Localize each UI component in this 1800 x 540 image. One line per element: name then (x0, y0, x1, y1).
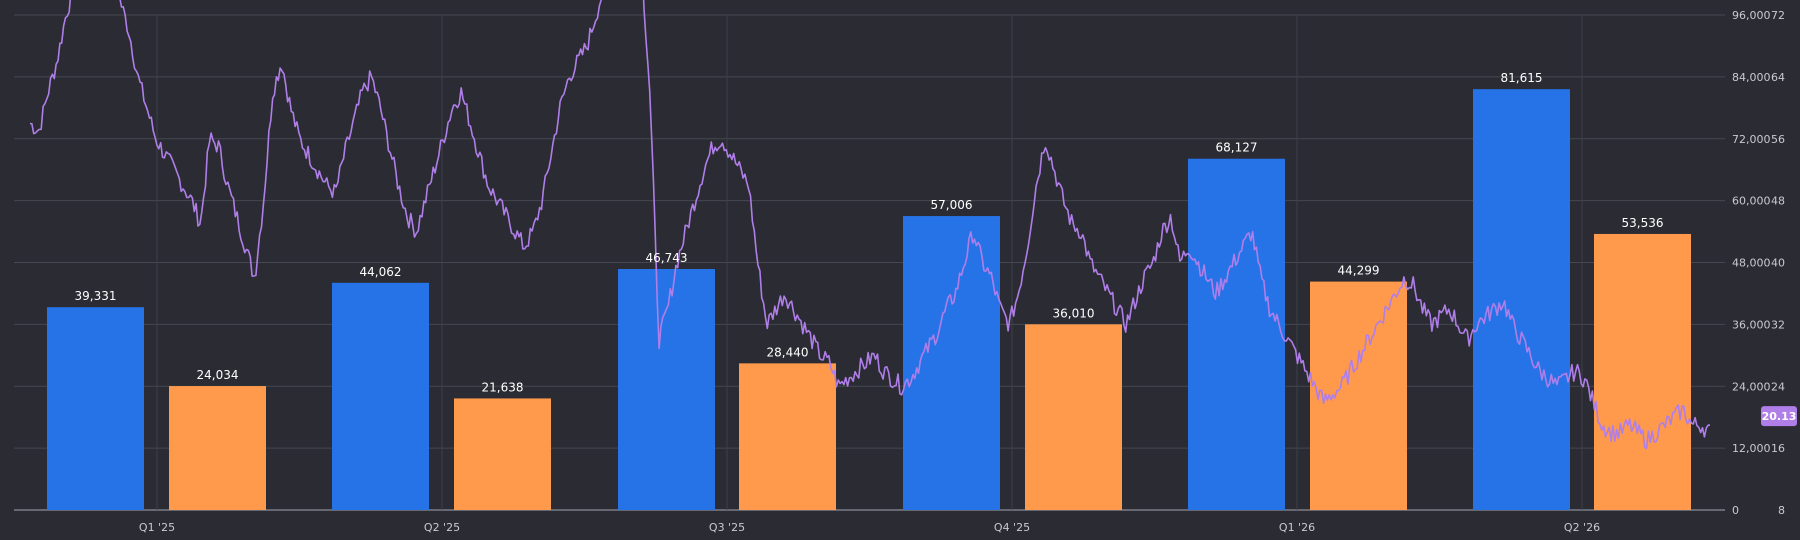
y-left-tick-label: 36,000 (1732, 318, 1771, 331)
y-right-tick-label: 32 (1771, 318, 1785, 331)
y-right-tick-label: 8 (1778, 504, 1785, 517)
price-line-layer (29, 0, 1711, 450)
bar-value-label: 36,010 (1053, 306, 1095, 320)
y-left-tick-label: 96,000 (1732, 9, 1771, 22)
y-left-tick-label: 0 (1732, 504, 1739, 517)
bars-group (47, 89, 1691, 510)
y-left-tick-label: 24,000 (1732, 380, 1771, 393)
x-tick-label: Q1 '26 (1279, 521, 1315, 534)
data-labels-group: 39,331 24,034 44,062 21,638 46,743 28,440 57,0… (75, 71, 1664, 394)
bar-value-label: 28,440 (767, 345, 809, 359)
price-line (29, 0, 1711, 450)
y-right-tick-label: 48 (1771, 195, 1785, 208)
x-tick-label: Q4 '25 (994, 521, 1030, 534)
y-right-tick-label: 64 (1771, 71, 1785, 84)
bar (169, 386, 266, 510)
bar-value-label: 68,127 (1216, 141, 1258, 155)
grid-lines (14, 14, 1725, 511)
bar (1594, 233, 1691, 510)
y-left-tick-label: 60,000 (1732, 195, 1771, 208)
bar-value-label: 21,638 (482, 380, 524, 394)
bar-value-label: 53,536 (1622, 216, 1664, 230)
y-right-tick-label: 56 (1771, 133, 1785, 146)
y-right-tick-label: 24 (1771, 380, 1785, 393)
x-tick-label: Q2 '26 (1564, 521, 1600, 534)
y-left-tick-label: 84,000 (1732, 71, 1771, 84)
y-right-tick-label: 72 (1771, 9, 1785, 22)
bar (454, 398, 551, 510)
bar (903, 216, 1000, 510)
x-axis-ticks: Q1 '25 Q2 '25 Q3 '25 Q4 '25 Q1 '26 Q2 '26 (139, 521, 1600, 534)
bar (739, 363, 836, 510)
bar-value-label: 81,615 (1501, 71, 1543, 85)
bar (1025, 324, 1122, 510)
y-left-tick-label: 48,000 (1732, 257, 1771, 270)
y-left-tick-label: 72,000 (1732, 133, 1771, 146)
bar (332, 282, 429, 510)
last-value-badge-bg (1761, 406, 1797, 427)
bar-value-label: 57,006 (931, 198, 973, 212)
y-right-tick-label: 16 (1771, 442, 1785, 455)
bar-value-label: 46,743 (646, 251, 688, 265)
x-tick-label: Q1 '25 (139, 521, 175, 534)
y-right-tick-label: 40 (1771, 257, 1785, 270)
last-value-badge-text: 20.13 (1762, 410, 1797, 423)
bar (1473, 89, 1570, 510)
x-tick-label: Q2 '25 (424, 521, 460, 534)
bar (618, 268, 715, 510)
bar-value-label: 44,299 (1338, 264, 1380, 278)
bar (1188, 158, 1285, 510)
bar-value-label: 39,331 (75, 289, 117, 303)
bar-value-label: 24,034 (197, 368, 239, 382)
last-value-badge: 20.13 (1761, 406, 1797, 427)
bar (47, 307, 144, 510)
x-tick-label: Q3 '25 (709, 521, 745, 534)
bar-value-label: 44,062 (360, 265, 402, 279)
y-axis-ticks: 0 8 12,000 16 24,000 24 36,000 32 48,000 40 60,000… (1732, 9, 1785, 517)
y-left-tick-label: 12,000 (1732, 442, 1771, 455)
